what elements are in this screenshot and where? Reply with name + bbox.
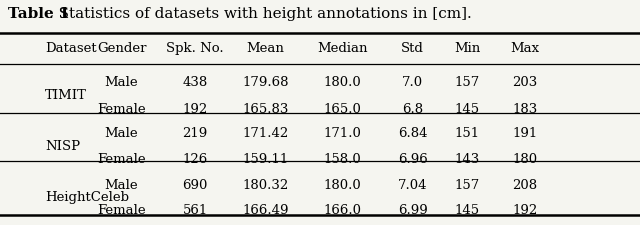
Text: 208: 208: [512, 179, 538, 192]
Text: 145: 145: [454, 103, 480, 116]
Text: 157: 157: [454, 179, 480, 192]
Text: 171.42: 171.42: [243, 127, 289, 140]
Text: . Statistics of datasets with height annotations in [cm].: . Statistics of datasets with height ann…: [49, 7, 472, 21]
Text: 180.0: 180.0: [324, 76, 361, 89]
Text: 143: 143: [454, 153, 480, 166]
Text: 171.0: 171.0: [323, 127, 362, 140]
Text: 165.0: 165.0: [323, 103, 362, 116]
Text: 192: 192: [182, 103, 208, 116]
Text: 191: 191: [512, 127, 538, 140]
Text: Median: Median: [317, 42, 367, 55]
Text: HeightCeleb: HeightCeleb: [45, 191, 129, 205]
Text: Male: Male: [105, 179, 138, 192]
Text: Female: Female: [97, 103, 146, 116]
Text: 192: 192: [512, 204, 538, 217]
Text: 145: 145: [454, 204, 480, 217]
Text: Max: Max: [510, 42, 540, 55]
Text: Gender: Gender: [97, 42, 147, 55]
Text: 159.11: 159.11: [243, 153, 289, 166]
Text: Male: Male: [105, 76, 138, 89]
Text: 157: 157: [454, 76, 480, 89]
Text: 151: 151: [454, 127, 480, 140]
Text: Spk. No.: Spk. No.: [166, 42, 224, 55]
Text: 165.83: 165.83: [243, 103, 289, 116]
Text: 6.99: 6.99: [398, 204, 428, 217]
Text: 438: 438: [182, 76, 208, 89]
Text: 180: 180: [512, 153, 538, 166]
Text: Std: Std: [401, 42, 424, 55]
Text: 6.96: 6.96: [398, 153, 428, 166]
Text: 219: 219: [182, 127, 208, 140]
Text: 203: 203: [512, 76, 538, 89]
Text: 166.0: 166.0: [323, 204, 362, 217]
Text: Male: Male: [105, 127, 138, 140]
Text: 7.0: 7.0: [402, 76, 424, 89]
Text: Dataset: Dataset: [45, 42, 97, 55]
Text: 180.32: 180.32: [243, 179, 289, 192]
Text: Female: Female: [97, 153, 146, 166]
Text: Female: Female: [97, 204, 146, 217]
Text: NISP: NISP: [45, 140, 80, 153]
Text: TIMIT: TIMIT: [45, 89, 86, 102]
Text: 166.49: 166.49: [243, 204, 289, 217]
Text: 7.04: 7.04: [398, 179, 428, 192]
Text: 179.68: 179.68: [243, 76, 289, 89]
Text: Table 1: Table 1: [8, 7, 69, 21]
Text: 183: 183: [512, 103, 538, 116]
Text: 561: 561: [182, 204, 208, 217]
Text: 158.0: 158.0: [324, 153, 361, 166]
Text: Min: Min: [454, 42, 481, 55]
Text: 6.8: 6.8: [402, 103, 424, 116]
Text: 126: 126: [182, 153, 208, 166]
Text: 180.0: 180.0: [324, 179, 361, 192]
Text: 690: 690: [182, 179, 208, 192]
Text: 6.84: 6.84: [398, 127, 428, 140]
Text: Mean: Mean: [246, 42, 285, 55]
